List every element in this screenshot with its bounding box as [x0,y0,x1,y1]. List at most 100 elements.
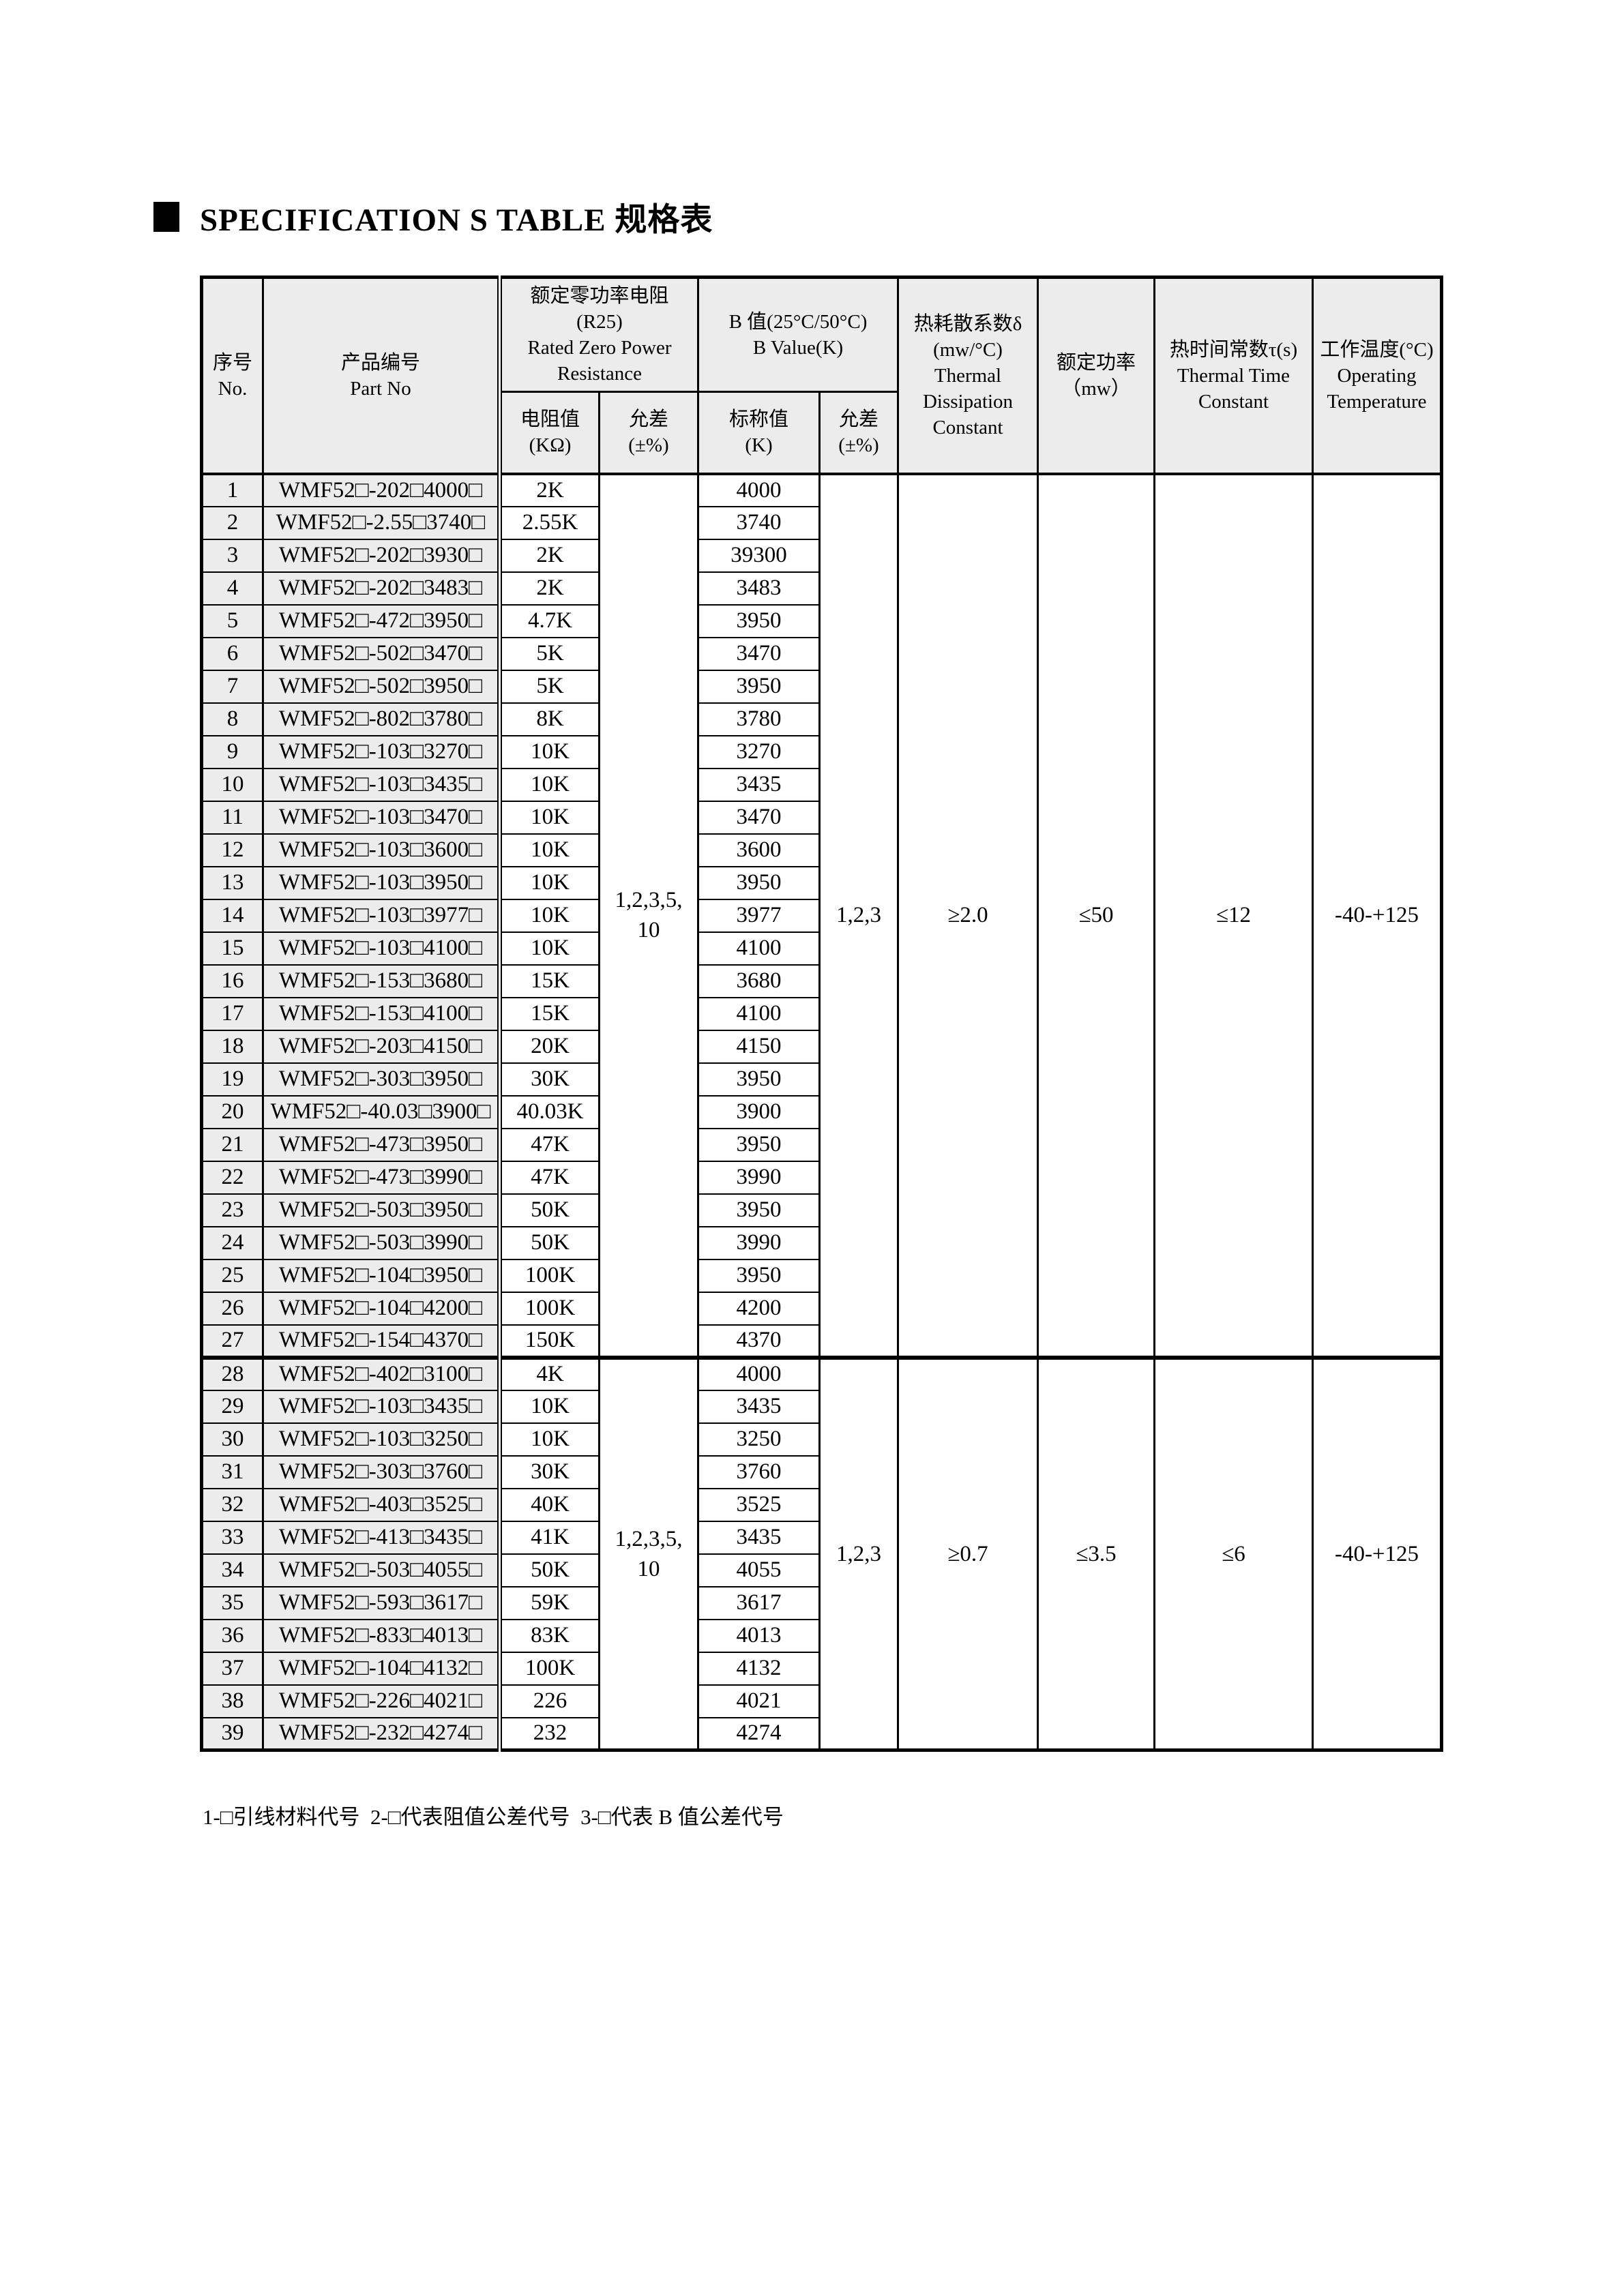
header-part-no: 产品编号 Part No [262,276,502,475]
cell-b-value: 3950 [697,1062,821,1097]
table-row: 22 WMF52□-473□3990□ 47K 3990 [201,1160,1442,1195]
table-row: 17 WMF52□-153□4100□ 15K 4100 [201,996,1442,1031]
cell-part-no: WMF52□-403□3525□ [262,1487,502,1522]
table-row: 5 WMF52□-472□3950□ 4.7K 3950 [201,603,1442,638]
cell-no: 5 [201,603,264,638]
cell-b-value: 4000 [697,1355,821,1391]
cell-resistance: 10K [499,734,600,769]
cell-no: 33 [201,1520,264,1555]
cell-resistance: 10K [499,1422,600,1457]
spec-table-body: 1 WMF52□-202□4000□ 2K 1,2,3,5, 10 4000 1,2,3 ≥… [201,472,1443,1751]
cell-resistance: 15K [499,964,600,998]
cell-no: 1 [201,472,264,507]
table-row: 6 WMF52□-502□3470□ 5K 3470 [201,636,1442,671]
table-row: 31 WMF52□-303□3760□ 30K 3760 [201,1455,1442,1489]
cell-part-no: WMF52□-153□4100□ [262,996,502,1031]
cell-resistance: 59K [499,1585,600,1620]
header-rated-power: 额定功率 （mw） [1037,276,1155,475]
table-row: 14 WMF52□-103□3977□ 10K 3977 [201,898,1442,933]
header-resistance-tolerance: 允差 (±%) [598,391,699,475]
table-row: 24 WMF52□-503□3990□ 50K 3990 [201,1225,1442,1260]
cell-part-no: WMF52□-104□4132□ [262,1651,502,1686]
cell-no: 39 [201,1716,264,1751]
cell-resistance: 30K [499,1455,600,1489]
cell-resistance: 2K [499,538,600,573]
cell-part-no: WMF52□-103□3950□ [262,865,502,900]
cell-resistance: 10K [499,767,600,802]
cell-no: 27 [201,1324,264,1358]
cell-resistance: 40.03K [499,1094,600,1129]
cell-part-no: WMF52□-303□3950□ [262,1062,502,1097]
cell-b-value: 4100 [697,931,821,966]
cell-resistance: 100K [499,1258,600,1293]
header-operating-temperature: 工作温度(°C) Operating Temperature [1312,276,1443,475]
cell-resistance: 83K [499,1618,600,1653]
cell-b-value: 3270 [697,734,821,769]
table-row: 39 WMF52□-232□4274□ 232 4274 [201,1716,1442,1751]
cell-no: 25 [201,1258,264,1293]
cell-part-no: WMF52□-104□3950□ [262,1258,502,1293]
cell-b-value: 3780 [697,702,821,736]
cell-no: 28 [201,1355,264,1391]
table-row: 29 WMF52□-103□3435□ 10K 3435 [201,1389,1442,1424]
cell-operating-temperature: -40-+125 [1312,472,1443,1358]
cell-part-no: WMF52□-202□4000□ [262,472,502,507]
cell-b-value: 3950 [697,669,821,704]
cell-resistance: 232 [499,1716,600,1751]
cell-thermal-time-constant: ≤6 [1153,1355,1314,1751]
cell-thermal-time-constant: ≤12 [1153,472,1314,1358]
cell-part-no: WMF52□-413□3435□ [262,1520,502,1555]
cell-b-value: 3250 [697,1422,821,1457]
cell-no: 24 [201,1225,264,1260]
cell-b-value: 3680 [697,964,821,998]
cell-b-value: 3435 [697,767,821,802]
cell-no: 19 [201,1062,264,1097]
header-b-value-group: B 值(25°C/50°C) B Value(K) [697,276,899,393]
table-row: 16 WMF52□-153□3680□ 15K 3680 [201,964,1442,998]
table-row: 35 WMF52□-593□3617□ 59K 3617 [201,1585,1442,1620]
cell-no: 9 [201,734,264,769]
cell-no: 13 [201,865,264,900]
cell-b-value: 39300 [697,538,821,573]
cell-no: 15 [201,931,264,966]
cell-no: 36 [201,1618,264,1653]
cell-part-no: WMF52□-103□3435□ [262,767,502,802]
cell-b-value: 3900 [697,1094,821,1129]
cell-no: 20 [201,1094,264,1129]
cell-part-no: WMF52□-103□3470□ [262,800,502,835]
cell-resistance: 2.55K [499,505,600,540]
cell-no: 16 [201,964,264,998]
cell-no: 7 [201,669,264,704]
cell-b-value: 4100 [697,996,821,1031]
table-row: 34 WMF52□-503□4055□ 50K 4055 [201,1553,1442,1587]
cell-resistance: 4K [499,1355,600,1391]
cell-no: 37 [201,1651,264,1686]
table-header: 序号 No. 产品编号 Part No 额定零功率电阻 (R25) Rated … [201,276,1443,475]
cell-part-no: WMF52□-472□3950□ [262,603,502,638]
cell-resistance: 41K [499,1520,600,1555]
cell-b-value: 3950 [697,1193,821,1227]
cell-resistance: 50K [499,1193,600,1227]
cell-resistance: 50K [499,1553,600,1587]
header-thermal-dissipation: 热耗散系数δ (mw/°C) Thermal Dissipation Const… [897,276,1039,475]
cell-no: 11 [201,800,264,835]
table-row: 25 WMF52□-104□3950□ 100K 3950 [201,1258,1442,1293]
cell-no: 12 [201,833,264,867]
cell-no: 6 [201,636,264,671]
table-row: 36 WMF52□-833□4013□ 83K 4013 [201,1618,1442,1653]
cell-resistance: 30K [499,1062,600,1097]
cell-resistance: 40K [499,1487,600,1522]
cell-part-no: WMF52□-104□4200□ [262,1291,502,1326]
cell-b-value: 4132 [697,1651,821,1686]
header-r25-group: 额定零功率电阻 (R25) Rated Zero Power Resistanc… [499,276,699,393]
cell-b-value: 4200 [697,1291,821,1326]
square-bullet-icon [153,201,179,232]
table-row: 19 WMF52□-303□3950□ 30K 3950 [201,1062,1442,1097]
header-b-tolerance: 允差 (±%) [818,391,899,475]
cell-part-no: WMF52□-833□4013□ [262,1618,502,1653]
cell-b-value: 3950 [697,603,821,638]
cell-no: 2 [201,505,264,540]
cell-part-no: WMF52□-502□3950□ [262,669,502,704]
cell-resistance: 10K [499,800,600,835]
